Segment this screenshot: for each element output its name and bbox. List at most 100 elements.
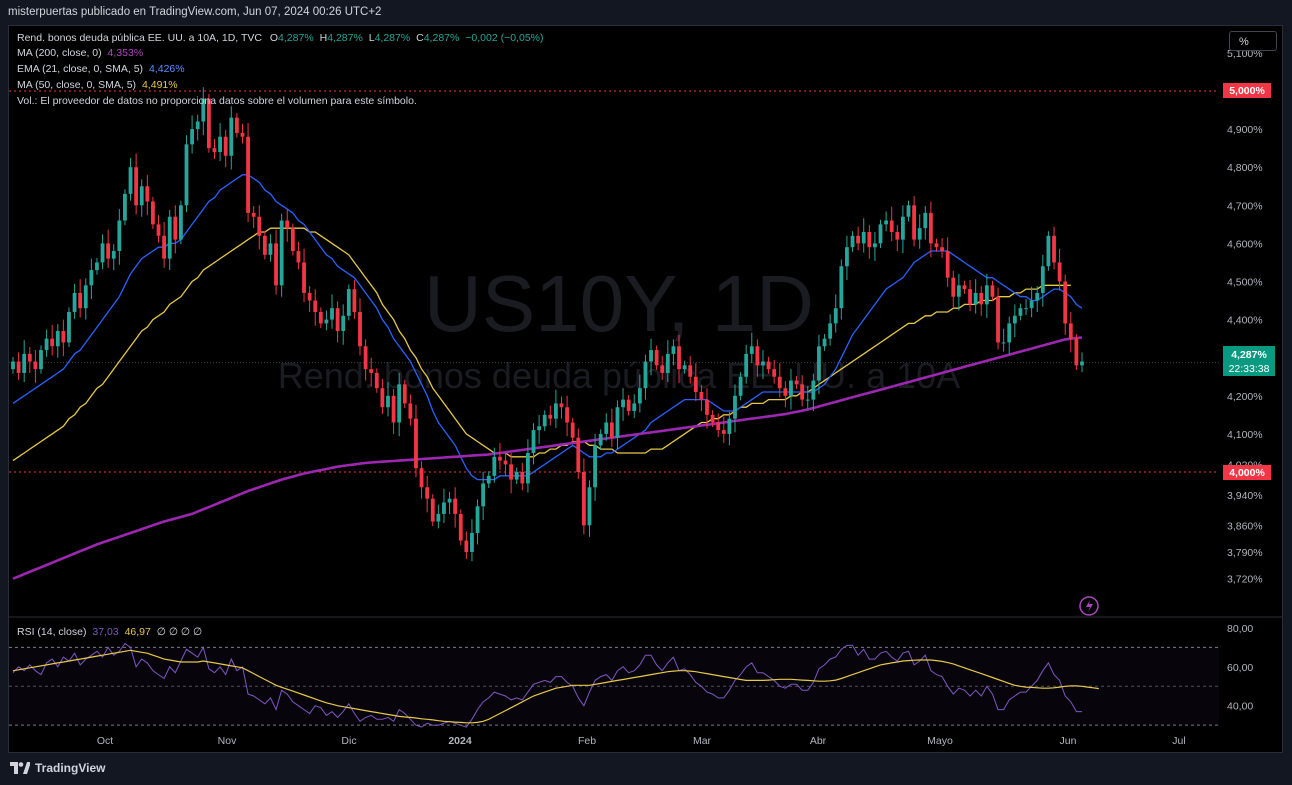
badge-current-bg [1223, 346, 1275, 376]
candle-body [290, 228, 295, 252]
badge-current-price: 4,287% [1231, 349, 1267, 361]
candle-body [330, 308, 334, 320]
candle-body [67, 311, 71, 343]
candle-body [369, 369, 374, 373]
candle-body [621, 399, 625, 408]
y-tick-label: 3,720% [1227, 574, 1263, 586]
replay-icon[interactable] [1079, 596, 1099, 616]
badge-4-bg [1223, 465, 1271, 480]
candle-body [1040, 266, 1045, 293]
candle-body [940, 247, 944, 252]
candle-body [822, 338, 827, 347]
candle-body [419, 468, 424, 488]
candle-body [436, 513, 441, 522]
candle-body [699, 391, 704, 400]
chart-svg[interactable]: US10Y, 1D Rend. bonos deuda pública EE. … [9, 26, 1282, 752]
candle-body [609, 422, 614, 438]
candle-body [363, 346, 368, 370]
legend-ema21-label: EMA (21, close, 0, SMA, 5) [17, 63, 144, 75]
candle-body [195, 121, 200, 130]
rsi-value: 37,03 [92, 626, 119, 638]
badge-5-text: 5,000% [1229, 85, 1265, 97]
legend-ema21[interactable]: EMA (21, close, 0, SMA, 5) 4,426% [17, 63, 185, 75]
x-tick-label: Oct [97, 735, 113, 747]
candle-body [128, 167, 133, 194]
candle-body [761, 361, 765, 366]
candle-body [1029, 300, 1034, 309]
rsi-y-tick-label: 80,00 [1227, 623, 1253, 635]
candle-body [990, 285, 995, 297]
moving-averages-layer [12, 174, 1083, 580]
candle-body [218, 136, 222, 152]
candle-body [83, 285, 88, 309]
watermark-ticker: US10Y, 1D [424, 259, 814, 348]
candle-body [346, 289, 351, 316]
legend-vol-label: Vol.: [17, 95, 38, 107]
candle-body [581, 472, 586, 526]
candle-body [442, 502, 446, 514]
candle-body [861, 231, 866, 244]
legend-symbol[interactable]: Rend. bonos deuda pública EE. UU. a 10A,… [17, 32, 262, 44]
y-tick-label: 4,100% [1227, 429, 1263, 441]
candle-body [598, 433, 603, 446]
legend-ma200[interactable]: MA (200, close, 0) 4,353% [17, 47, 143, 59]
candle-body [173, 216, 178, 240]
candle-body [996, 296, 1000, 343]
candle-body [716, 422, 721, 431]
candle-body [867, 231, 872, 248]
x-tick-label: Feb [578, 735, 596, 747]
candle-body [106, 243, 111, 259]
horizontal-lines-layer [9, 90, 1219, 473]
legend-main: Rend. bonos deuda pública EE. UU. a 10A,… [17, 32, 544, 44]
candle-body [492, 456, 497, 476]
candle-body [498, 456, 502, 461]
legend-ma50[interactable]: MA (50, close, 0, SMA, 5) 4,491% [17, 79, 178, 91]
candle-body [335, 308, 340, 332]
candle-body [274, 243, 278, 286]
percent-scale-button[interactable]: % [1229, 31, 1277, 51]
ema21-line [12, 174, 1083, 481]
legend-vol-text: El proveedor de datos no proporciona dat… [40, 95, 417, 107]
legend-low: 4,287% [374, 32, 411, 44]
candle-body [968, 289, 972, 305]
candle-body [1080, 361, 1084, 366]
candle-body [945, 251, 950, 278]
candle-body [212, 148, 217, 152]
legend-ma200-label: MA (200, close, 0) [17, 47, 102, 59]
badge-4-text: 4,000% [1229, 467, 1265, 479]
legend-volume: Vol.: El proveedor de datos no proporcio… [17, 95, 417, 107]
candle-body [766, 361, 771, 370]
candle-body [962, 285, 967, 290]
legend-ma50-label: MA (50, close, 0, SMA, 5) [17, 79, 137, 91]
candle-body [973, 292, 978, 305]
candle-body [665, 353, 670, 373]
candle-body [123, 193, 127, 221]
candle-body [1046, 235, 1051, 267]
chart-container[interactable]: US10Y, 1D Rend. bonos deuda pública EE. … [8, 25, 1283, 753]
candle-body [856, 235, 861, 244]
candle-body [531, 430, 536, 453]
candle-body [956, 285, 961, 297]
candle-body [979, 292, 984, 305]
y-tick-label: 3,940% [1227, 490, 1263, 502]
candle-body [145, 186, 150, 202]
candle-body [268, 243, 273, 255]
y-tick-label: 4,500% [1227, 277, 1263, 289]
footer-brand[interactable]: TradingView [10, 761, 105, 775]
badge-5-bg [1223, 83, 1271, 98]
candle-body [1007, 323, 1012, 343]
x-tick-label: Mar [693, 735, 712, 747]
candle-body [817, 346, 821, 381]
candle-body [783, 388, 788, 396]
candle-body [111, 251, 116, 259]
candle-body [1052, 235, 1056, 263]
candle-body [671, 346, 676, 354]
candle-body [576, 437, 581, 472]
candle-body [447, 498, 452, 503]
rsi-legend[interactable]: RSI (14, close) 37,03 46,97 ∅ ∅ ∅ ∅ [17, 626, 202, 638]
candle-body [285, 220, 290, 229]
legend-high: 4,287% [327, 32, 363, 44]
candle-body [811, 380, 816, 400]
legend-open: 4,287% [278, 32, 314, 44]
candle-body [313, 300, 318, 312]
